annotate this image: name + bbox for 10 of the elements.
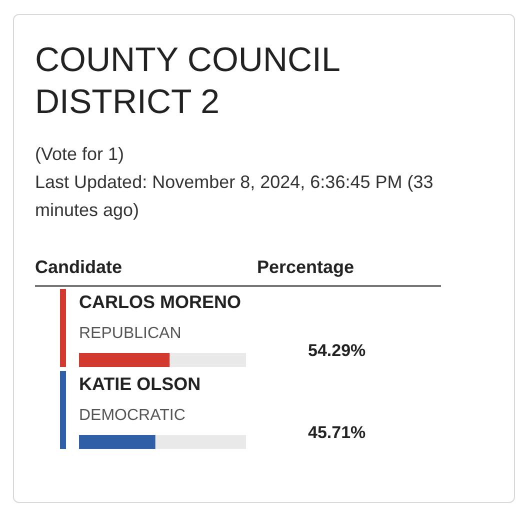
chart-subtitle: (Vote for 1) Last Updated: November 8, 2024, 6:36:45 PM (33 minutes ago) <box>35 143 434 222</box>
annotation: DEMOCRATIC <box>79 407 186 424</box>
annotation: REPUBLICAN <box>79 325 182 342</box>
chart-title: COUNTY COUNCIL DISTRICT 2 <box>35 40 340 123</box>
data-label: 54.29% <box>308 341 366 360</box>
y-tick-label: KATIE OLSON <box>79 374 201 394</box>
y-axis-title: Candidate <box>35 257 122 278</box>
y-tick-label: CARLOS MORENO <box>79 292 241 312</box>
data-label: 45.71% <box>308 423 366 442</box>
x-axis-title: Percentage <box>257 257 354 278</box>
